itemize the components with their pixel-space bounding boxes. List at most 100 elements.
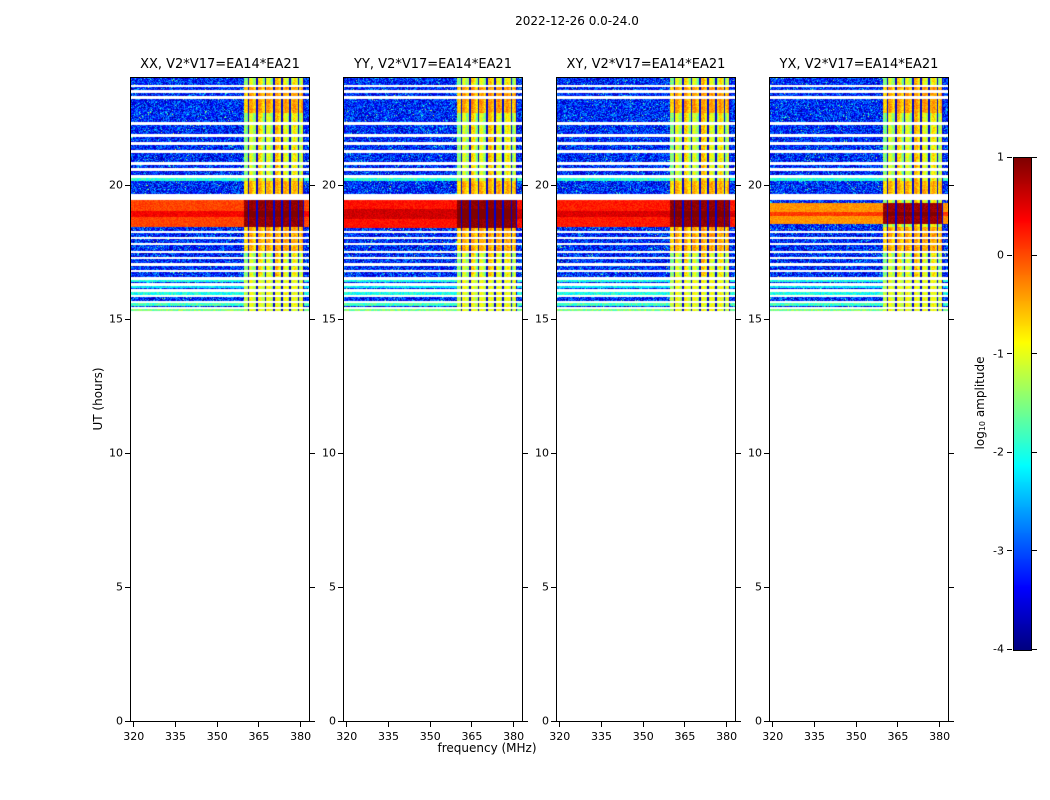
- colorbar-label-subscript: 10: [978, 420, 988, 432]
- tick-mark: [523, 184, 528, 186]
- y-tick-label: 0: [755, 714, 762, 728]
- tick-mark: [310, 184, 315, 186]
- tick-mark: [764, 184, 769, 186]
- tick-mark: [125, 586, 130, 588]
- x-tick-label: 335: [165, 730, 186, 743]
- tick-mark: [814, 722, 815, 727]
- y-tick-label: 15: [748, 312, 762, 326]
- tick-mark: [175, 722, 176, 727]
- colorbar-tick-label: 1: [997, 150, 1004, 164]
- colorbar-label: log10 amplitude: [973, 357, 987, 450]
- x-tick-label: 380: [716, 730, 738, 743]
- x-tick-label: 380: [290, 730, 312, 743]
- spectrogram-panel-xx: [130, 77, 310, 722]
- spectrogram-panel-xy: [556, 77, 736, 722]
- x-tick-label: 320: [549, 730, 571, 743]
- tick-mark: [125, 720, 130, 722]
- y-tick-label: 5: [755, 580, 762, 594]
- tick-mark: [855, 722, 857, 727]
- colorbar-tick-label: -3: [993, 544, 1004, 558]
- tick-mark: [1032, 451, 1037, 453]
- y-tick-label: 20: [322, 178, 336, 192]
- x-tick-label: 320: [123, 730, 145, 743]
- tick-mark: [523, 586, 528, 588]
- tick-mark: [523, 720, 528, 722]
- x-tick-label: 380: [929, 730, 951, 743]
- y-tick-label: 0: [116, 714, 123, 728]
- tick-mark: [551, 720, 556, 722]
- tick-mark: [1007, 353, 1012, 355]
- tick-mark: [310, 586, 315, 588]
- y-axis-label: UT (hours): [91, 367, 105, 431]
- tick-mark: [949, 184, 954, 186]
- colorbar-gradient: [1013, 157, 1032, 651]
- spectrogram-panel-yy: [343, 77, 523, 722]
- x-tick-label: 350: [206, 730, 228, 743]
- tick-mark: [764, 586, 769, 588]
- y-tick-label: 20: [109, 178, 123, 192]
- tick-mark: [1007, 550, 1012, 552]
- tick-mark: [1032, 648, 1037, 650]
- tick-mark: [1007, 254, 1012, 256]
- panel-title-xy: XY, V2*V17=EA14*EA21: [566, 57, 726, 72]
- tick-mark: [897, 722, 899, 727]
- tick-mark: [471, 722, 473, 727]
- figure-title: 2022-12-26 0.0-24.0: [515, 14, 639, 28]
- y-tick-label: 5: [542, 580, 549, 594]
- tick-mark: [1007, 648, 1012, 650]
- tick-mark: [551, 318, 556, 320]
- tick-mark: [949, 586, 954, 588]
- tick-mark: [338, 452, 343, 454]
- tick-mark: [338, 586, 343, 588]
- tick-mark: [216, 722, 218, 727]
- tick-mark: [513, 722, 515, 727]
- tick-mark: [310, 452, 315, 454]
- tick-mark: [736, 318, 741, 320]
- tick-mark: [429, 722, 431, 727]
- spectrogram-panel-yx: [769, 77, 949, 722]
- panel-title-yx: YX, V2*V17=EA14*EA21: [779, 57, 939, 72]
- tick-mark: [1032, 550, 1037, 552]
- tick-mark: [764, 452, 769, 454]
- y-tick-label: 15: [109, 312, 123, 326]
- y-tick-label: 10: [748, 446, 762, 460]
- colorbar-tick-label: -1: [993, 347, 1004, 361]
- x-tick-label: 365: [248, 730, 270, 743]
- tick-mark: [601, 722, 602, 727]
- y-tick-label: 10: [109, 446, 123, 460]
- tick-mark: [642, 722, 644, 727]
- tick-mark: [736, 720, 741, 722]
- y-tick-label: 20: [535, 178, 549, 192]
- tick-mark: [772, 722, 774, 727]
- tick-mark: [1032, 353, 1037, 355]
- tick-mark: [133, 722, 135, 727]
- x-tick-label: 320: [762, 730, 784, 743]
- tick-mark: [300, 722, 302, 727]
- y-tick-label: 15: [322, 312, 336, 326]
- tick-mark: [523, 318, 528, 320]
- tick-mark: [258, 722, 260, 727]
- tick-mark: [736, 452, 741, 454]
- y-tick-label: 10: [322, 446, 336, 460]
- x-tick-label: 350: [845, 730, 867, 743]
- tick-mark: [338, 318, 343, 320]
- panel-title-xx: XX, V2*V17=EA14*EA21: [140, 57, 300, 72]
- x-tick-label: 350: [419, 730, 441, 743]
- tick-mark: [310, 720, 315, 722]
- x-tick-label: 380: [503, 730, 525, 743]
- tick-mark: [559, 722, 561, 727]
- x-tick-label: 335: [591, 730, 612, 743]
- colorbar-tick-label: 0: [997, 248, 1004, 262]
- tick-mark: [1007, 156, 1012, 158]
- tick-mark: [1007, 451, 1012, 453]
- tick-mark: [736, 184, 741, 186]
- y-tick-label: 15: [535, 312, 549, 326]
- tick-mark: [1032, 254, 1037, 256]
- tick-mark: [310, 318, 315, 320]
- tick-mark: [551, 184, 556, 186]
- tick-mark: [338, 184, 343, 186]
- tick-mark: [125, 318, 130, 320]
- x-tick-label: 335: [378, 730, 399, 743]
- colorbar-tick-label: -2: [993, 445, 1004, 459]
- tick-mark: [684, 722, 686, 727]
